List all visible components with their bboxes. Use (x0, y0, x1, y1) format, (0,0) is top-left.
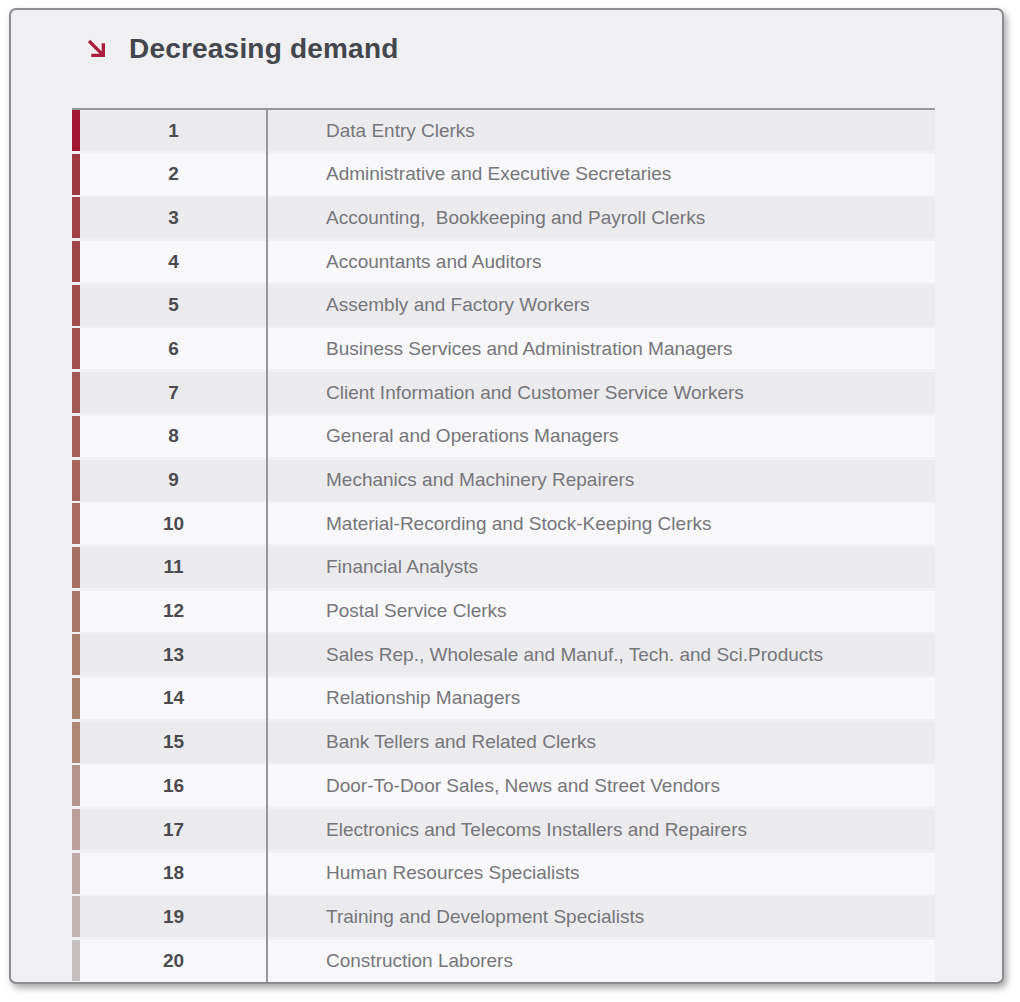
occupation-label: Door-To-Door Sales, News and Street Vend… (267, 775, 935, 797)
rank-number: 16 (80, 775, 267, 797)
table-row: 9 Mechanics and Machinery Repairers (72, 460, 935, 501)
rank-number: 5 (80, 294, 267, 316)
occupation-label: Construction Laborers (267, 950, 935, 972)
section-header: Decreasing demand (85, 32, 399, 66)
occupation-label: Human Resources Specialists (267, 862, 935, 884)
table-row: 16 Door-To-Door Sales, News and Street V… (72, 765, 935, 806)
rank-magnitude-bar (72, 940, 80, 981)
table-row: 17 Electronics and Telecoms Installers a… (72, 809, 935, 850)
table-row: 1 Data Entry Clerks (72, 110, 935, 151)
table-row: 6 Business Services and Administration M… (72, 328, 935, 369)
rank-number: 8 (80, 425, 267, 447)
table-row: 18 Human Resources Specialists (72, 853, 935, 894)
occupation-label: Assembly and Factory Workers (267, 294, 935, 316)
table-row: 5 Assembly and Factory Workers (72, 285, 935, 326)
rank-number: 20 (80, 950, 267, 972)
rank-magnitude-bar (72, 678, 80, 719)
rank-magnitude-bar (72, 416, 80, 457)
rank-number: 15 (80, 731, 267, 753)
table-row: 14 Relationship Managers (72, 678, 935, 719)
rank-number: 10 (80, 513, 267, 535)
rank-number: 6 (80, 338, 267, 360)
decreasing-demand-panel: Decreasing demand 1 Data Entry Clerks 2 … (9, 8, 1004, 984)
rank-number: 14 (80, 687, 267, 709)
rank-number: 11 (80, 556, 267, 578)
occupation-label: Client Information and Customer Service … (267, 382, 935, 404)
occupation-label: Accounting, Bookkeeping and Payroll Cler… (267, 207, 935, 229)
table-row: 4 Accountants and Auditors (72, 241, 935, 282)
occupation-label: Administrative and Executive Secretaries (267, 163, 935, 185)
decreasing-demand-table: 1 Data Entry Clerks 2 Administrative and… (72, 108, 935, 984)
rank-number: 7 (80, 382, 267, 404)
rank-magnitude-bar (72, 460, 80, 501)
occupation-label: Sales Rep., Wholesale and Manuf., Tech. … (267, 644, 935, 666)
trend-down-right-arrow-icon (85, 37, 110, 62)
rank-number: 3 (80, 207, 267, 229)
rank-number: 2 (80, 163, 267, 185)
rank-magnitude-bar (72, 285, 80, 326)
occupation-label: Training and Development Specialists (267, 906, 935, 928)
rank-number: 9 (80, 469, 267, 491)
occupation-label: General and Operations Managers (267, 425, 935, 447)
table-row: 10 Material-Recording and Stock-Keeping … (72, 503, 935, 544)
rank-number: 13 (80, 644, 267, 666)
occupation-label: Data Entry Clerks (267, 120, 935, 142)
rank-magnitude-bar (72, 503, 80, 544)
rank-magnitude-bar (72, 154, 80, 195)
table-row: 15 Bank Tellers and Related Clerks (72, 722, 935, 763)
rank-magnitude-bar (72, 809, 80, 850)
table-row: 11 Financial Analysts (72, 547, 935, 588)
rank-magnitude-bar (72, 328, 80, 369)
rank-number: 4 (80, 251, 267, 273)
occupation-label: Material-Recording and Stock-Keeping Cle… (267, 513, 935, 535)
rank-number: 18 (80, 862, 267, 884)
rank-magnitude-bar (72, 634, 80, 675)
column-divider (266, 110, 268, 984)
occupation-label: Postal Service Clerks (267, 600, 935, 622)
table-row: 20 Construction Laborers (72, 940, 935, 981)
occupation-label: Relationship Managers (267, 687, 935, 709)
rank-magnitude-bar (72, 110, 80, 151)
rank-magnitude-bar (72, 547, 80, 588)
rank-magnitude-bar (72, 853, 80, 894)
table-row: 2 Administrative and Executive Secretari… (72, 154, 935, 195)
table-row: 7 Client Information and Customer Servic… (72, 372, 935, 413)
occupation-label: Business Services and Administration Man… (267, 338, 935, 360)
section-title: Decreasing demand (129, 32, 399, 66)
table-row: 3 Accounting, Bookkeeping and Payroll Cl… (72, 197, 935, 238)
rank-magnitude-bar (72, 722, 80, 763)
occupation-label: Mechanics and Machinery Repairers (267, 469, 935, 491)
rank-magnitude-bar (72, 765, 80, 806)
rank-magnitude-bar (72, 591, 80, 632)
rank-number: 1 (80, 120, 267, 142)
occupation-label: Accountants and Auditors (267, 251, 935, 273)
rank-number: 17 (80, 819, 267, 841)
occupation-label: Financial Analysts (267, 556, 935, 578)
table-row: 8 General and Operations Managers (72, 416, 935, 457)
rank-magnitude-bar (72, 372, 80, 413)
rank-magnitude-bar (72, 896, 80, 937)
table-row: 13 Sales Rep., Wholesale and Manuf., Tec… (72, 634, 935, 675)
table-row: 12 Postal Service Clerks (72, 591, 935, 632)
rank-magnitude-bar (72, 197, 80, 238)
rank-number: 19 (80, 906, 267, 928)
rank-magnitude-bar (72, 241, 80, 282)
rank-number: 12 (80, 600, 267, 622)
occupation-label: Bank Tellers and Related Clerks (267, 731, 935, 753)
occupation-label: Electronics and Telecoms Installers and … (267, 819, 935, 841)
table-row: 19 Training and Development Specialists (72, 896, 935, 937)
